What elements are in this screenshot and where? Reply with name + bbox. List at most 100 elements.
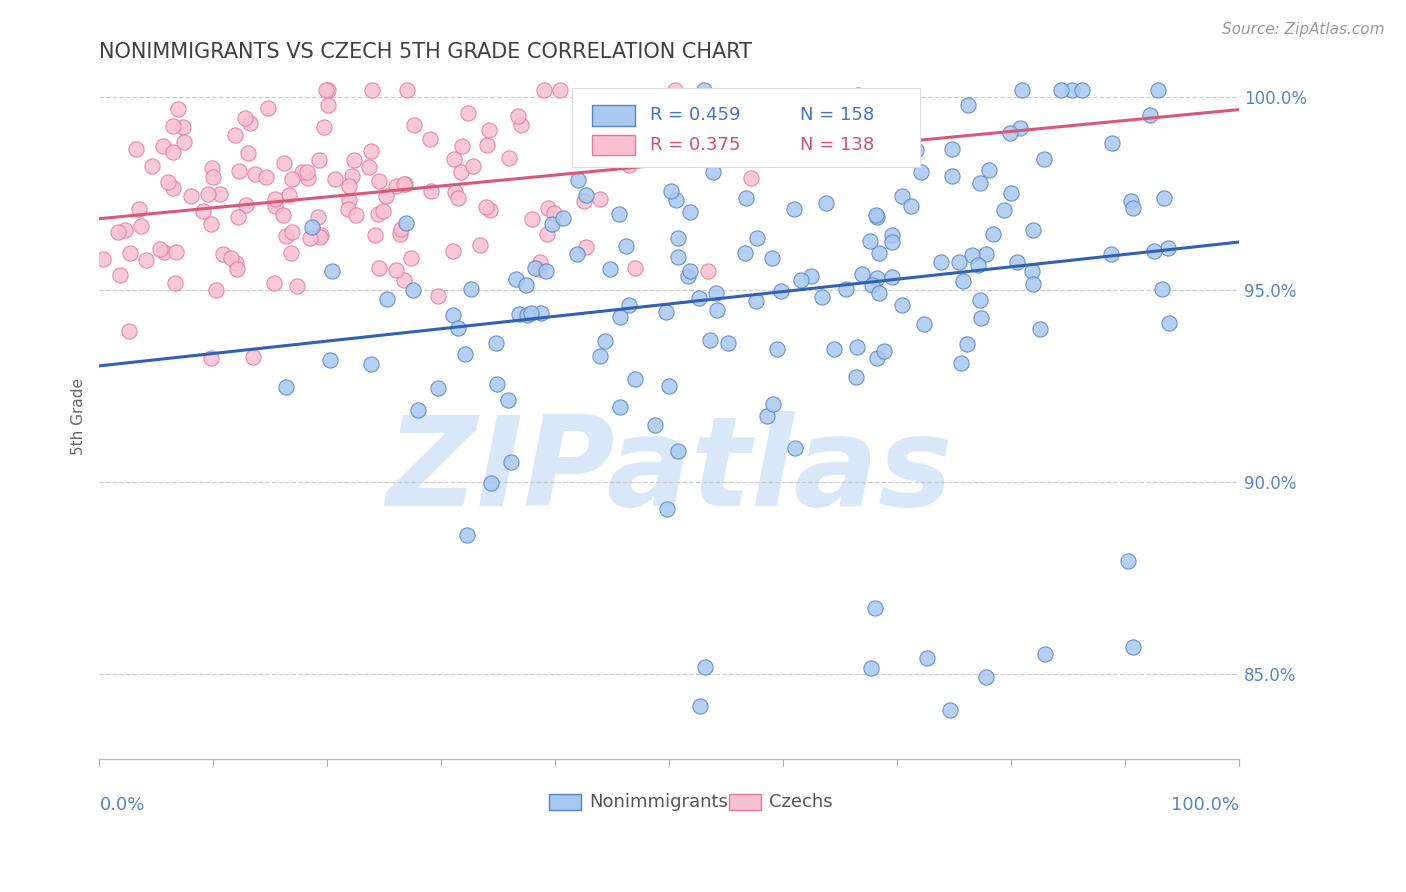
Point: [835, 282, 858, 296]
Point: [367, 174, 389, 188]
Point: [519, 306, 541, 320]
Text: 0.0%: 0.0%: [100, 797, 145, 814]
Point: [135, 253, 157, 268]
Point: [308, 153, 330, 167]
Point: [1116, 554, 1139, 568]
Point: [239, 116, 262, 130]
Point: [800, 268, 823, 283]
Point: [734, 246, 756, 260]
Point: [1157, 241, 1180, 255]
Point: [478, 123, 501, 137]
Point: [129, 219, 152, 234]
Point: [149, 242, 172, 256]
Point: [173, 135, 195, 149]
Point: [209, 187, 232, 202]
Point: [236, 146, 259, 161]
Point: [316, 98, 339, 112]
Point: [956, 98, 979, 112]
Point: [162, 119, 184, 133]
Point: [706, 303, 728, 318]
Point: [765, 343, 787, 357]
Point: [360, 357, 382, 371]
Point: [524, 261, 547, 276]
Point: [456, 528, 478, 542]
Point: [679, 264, 702, 278]
Point: [967, 258, 990, 272]
Point: [508, 306, 530, 320]
Point: [321, 264, 343, 278]
Point: [1000, 186, 1022, 201]
Point: [419, 132, 441, 146]
Point: [357, 160, 380, 174]
Point: [865, 208, 887, 222]
Point: [941, 142, 963, 156]
Point: [477, 138, 499, 153]
Point: [117, 325, 139, 339]
Point: [364, 228, 387, 243]
Point: [91, 252, 114, 266]
Point: [1022, 222, 1045, 236]
Point: [291, 165, 314, 179]
Bar: [730, 794, 762, 810]
Point: [367, 207, 389, 221]
Point: [374, 188, 396, 202]
Point: [274, 380, 297, 394]
Point: [399, 251, 422, 265]
Point: [1122, 202, 1144, 216]
Point: [200, 351, 222, 366]
Point: [974, 670, 997, 684]
Point: [910, 165, 932, 179]
Point: [969, 176, 991, 190]
Point: [457, 105, 479, 120]
Point: [599, 262, 621, 277]
Point: [441, 244, 464, 258]
Point: [389, 221, 412, 235]
Point: [264, 198, 287, 212]
Point: [285, 278, 308, 293]
Point: [371, 204, 394, 219]
Point: [460, 282, 482, 296]
Point: [367, 260, 389, 275]
Point: [224, 128, 246, 142]
Point: [609, 310, 631, 324]
Point: [761, 252, 783, 266]
Point: [866, 271, 889, 285]
Point: [589, 349, 612, 363]
Point: [1147, 83, 1170, 97]
Point: [1005, 255, 1028, 269]
Point: [389, 227, 412, 242]
Point: [395, 216, 418, 230]
Point: [1157, 316, 1180, 330]
Point: [125, 142, 148, 156]
Point: [180, 188, 202, 202]
Point: [891, 298, 914, 312]
Point: [941, 169, 963, 183]
Point: [697, 264, 720, 278]
Point: [447, 321, 470, 335]
Point: [312, 120, 335, 134]
Point: [263, 277, 285, 291]
Point: [406, 402, 429, 417]
Point: [607, 207, 630, 221]
Text: Source: ZipAtlas.com: Source: ZipAtlas.com: [1222, 22, 1385, 37]
Point: [485, 336, 508, 351]
Point: [475, 200, 498, 214]
Point: [316, 83, 339, 97]
Point: [666, 231, 689, 245]
Point: [498, 151, 520, 165]
Point: [567, 173, 589, 187]
Point: [165, 244, 187, 259]
Point: [567, 247, 589, 261]
Point: [904, 144, 927, 158]
Point: [1011, 83, 1033, 97]
Point: [404, 118, 426, 132]
Point: [243, 167, 266, 181]
Point: [395, 83, 418, 97]
Point: [263, 192, 285, 206]
Point: [297, 165, 319, 179]
Point: [157, 175, 180, 189]
Point: [891, 189, 914, 203]
Point: [866, 210, 889, 224]
Point: [443, 185, 465, 199]
Point: [688, 291, 710, 305]
